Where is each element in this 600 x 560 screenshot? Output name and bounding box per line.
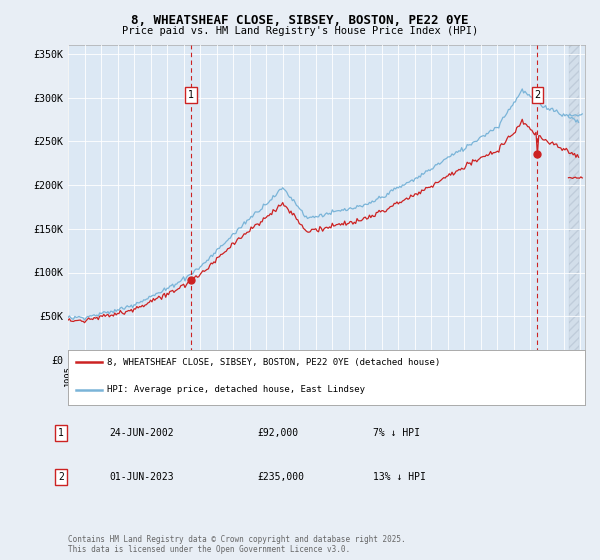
Text: £235,000: £235,000 <box>257 472 304 482</box>
Text: £92,000: £92,000 <box>257 428 298 438</box>
Text: 7% ↓ HPI: 7% ↓ HPI <box>373 428 421 438</box>
Text: 13% ↓ HPI: 13% ↓ HPI <box>373 472 426 482</box>
Text: HPI: Average price, detached house, East Lindsey: HPI: Average price, detached house, East… <box>107 385 365 394</box>
Text: 2: 2 <box>58 472 64 482</box>
Text: 2: 2 <box>535 90 541 100</box>
Text: 1: 1 <box>188 90 194 100</box>
Text: 1: 1 <box>58 428 64 438</box>
Text: Contains HM Land Registry data © Crown copyright and database right 2025.
This d: Contains HM Land Registry data © Crown c… <box>68 535 406 554</box>
Text: Price paid vs. HM Land Registry's House Price Index (HPI): Price paid vs. HM Land Registry's House … <box>122 26 478 36</box>
Text: 24-JUN-2002: 24-JUN-2002 <box>109 428 173 438</box>
Text: 8, WHEATSHEAF CLOSE, SIBSEY, BOSTON, PE22 0YE: 8, WHEATSHEAF CLOSE, SIBSEY, BOSTON, PE2… <box>131 14 469 27</box>
Text: 8, WHEATSHEAF CLOSE, SIBSEY, BOSTON, PE22 0YE (detached house): 8, WHEATSHEAF CLOSE, SIBSEY, BOSTON, PE2… <box>107 358 440 367</box>
Text: 01-JUN-2023: 01-JUN-2023 <box>109 472 173 482</box>
